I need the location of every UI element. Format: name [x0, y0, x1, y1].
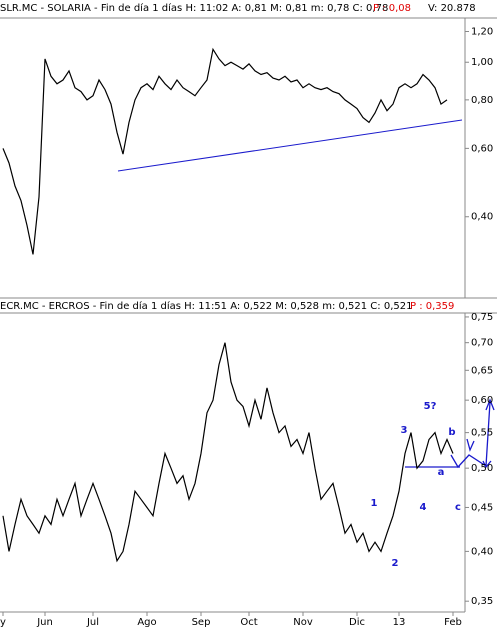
price-line — [2, 47, 448, 255]
wave-arrow — [450, 401, 491, 469]
header-change: P : 0,08 — [373, 3, 411, 14]
wave-label: c — [455, 502, 461, 513]
x-tick-label: Oct — [240, 617, 257, 628]
x-tick-label: 13 — [393, 617, 406, 628]
x-tick-label: Feb — [444, 617, 462, 628]
y-tick-label: 0,55 — [471, 428, 493, 439]
y-tick-label: 1,00 — [471, 57, 493, 68]
y-tick-label: 0,65 — [471, 365, 493, 376]
wave-arrow — [466, 438, 475, 452]
x-tick-label: Sep — [192, 617, 211, 628]
y-tick-label: 0,80 — [471, 95, 493, 106]
y-tick-label: 0,40 — [471, 212, 493, 223]
y-tick-label: 0,60 — [471, 395, 493, 406]
wave-label: b — [448, 427, 455, 438]
x-tick-label: y — [0, 617, 6, 628]
trend-line — [117, 119, 463, 172]
x-tick-label: Jun — [36, 617, 53, 628]
wave-label: 3 — [401, 425, 408, 436]
price-line — [2, 342, 454, 563]
x-tick-label: Nov — [293, 617, 313, 628]
wave-label: 4 — [420, 502, 427, 513]
y-tick-label: 0,70 — [471, 338, 493, 349]
wave-label: 1 — [371, 498, 378, 509]
header-volume: V: 20.878 — [428, 3, 476, 14]
x-tick-label: Jul — [86, 617, 99, 628]
header-info: SLR.MC - SOLARIA - Fin de día 1 días H: … — [0, 2, 388, 14]
wave-arrow — [482, 460, 492, 469]
y-tick-label: 0,50 — [471, 463, 493, 474]
y-tick-label: 0,75 — [471, 312, 493, 323]
x-tick-label: Ago — [137, 617, 156, 628]
wave-arrow — [485, 398, 495, 411]
wave-drawing — [405, 398, 495, 469]
wave-label: 2 — [392, 558, 399, 569]
wave-label: a — [438, 467, 445, 478]
x-tick-label: Dic — [349, 617, 365, 628]
y-tick-label: 0,40 — [471, 546, 493, 557]
header-info: ECR.MC - ERCROS - Fin de día 1 días H: 1… — [0, 300, 412, 312]
y-tick-label: 1,20 — [471, 26, 493, 37]
y-tick-label: 0,60 — [471, 143, 493, 154]
header-change: P : 0,359 — [410, 301, 454, 312]
wave-label: 5? — [424, 401, 437, 412]
y-tick-label: 0,45 — [471, 502, 493, 513]
y-tick-label: 0,35 — [471, 596, 493, 607]
